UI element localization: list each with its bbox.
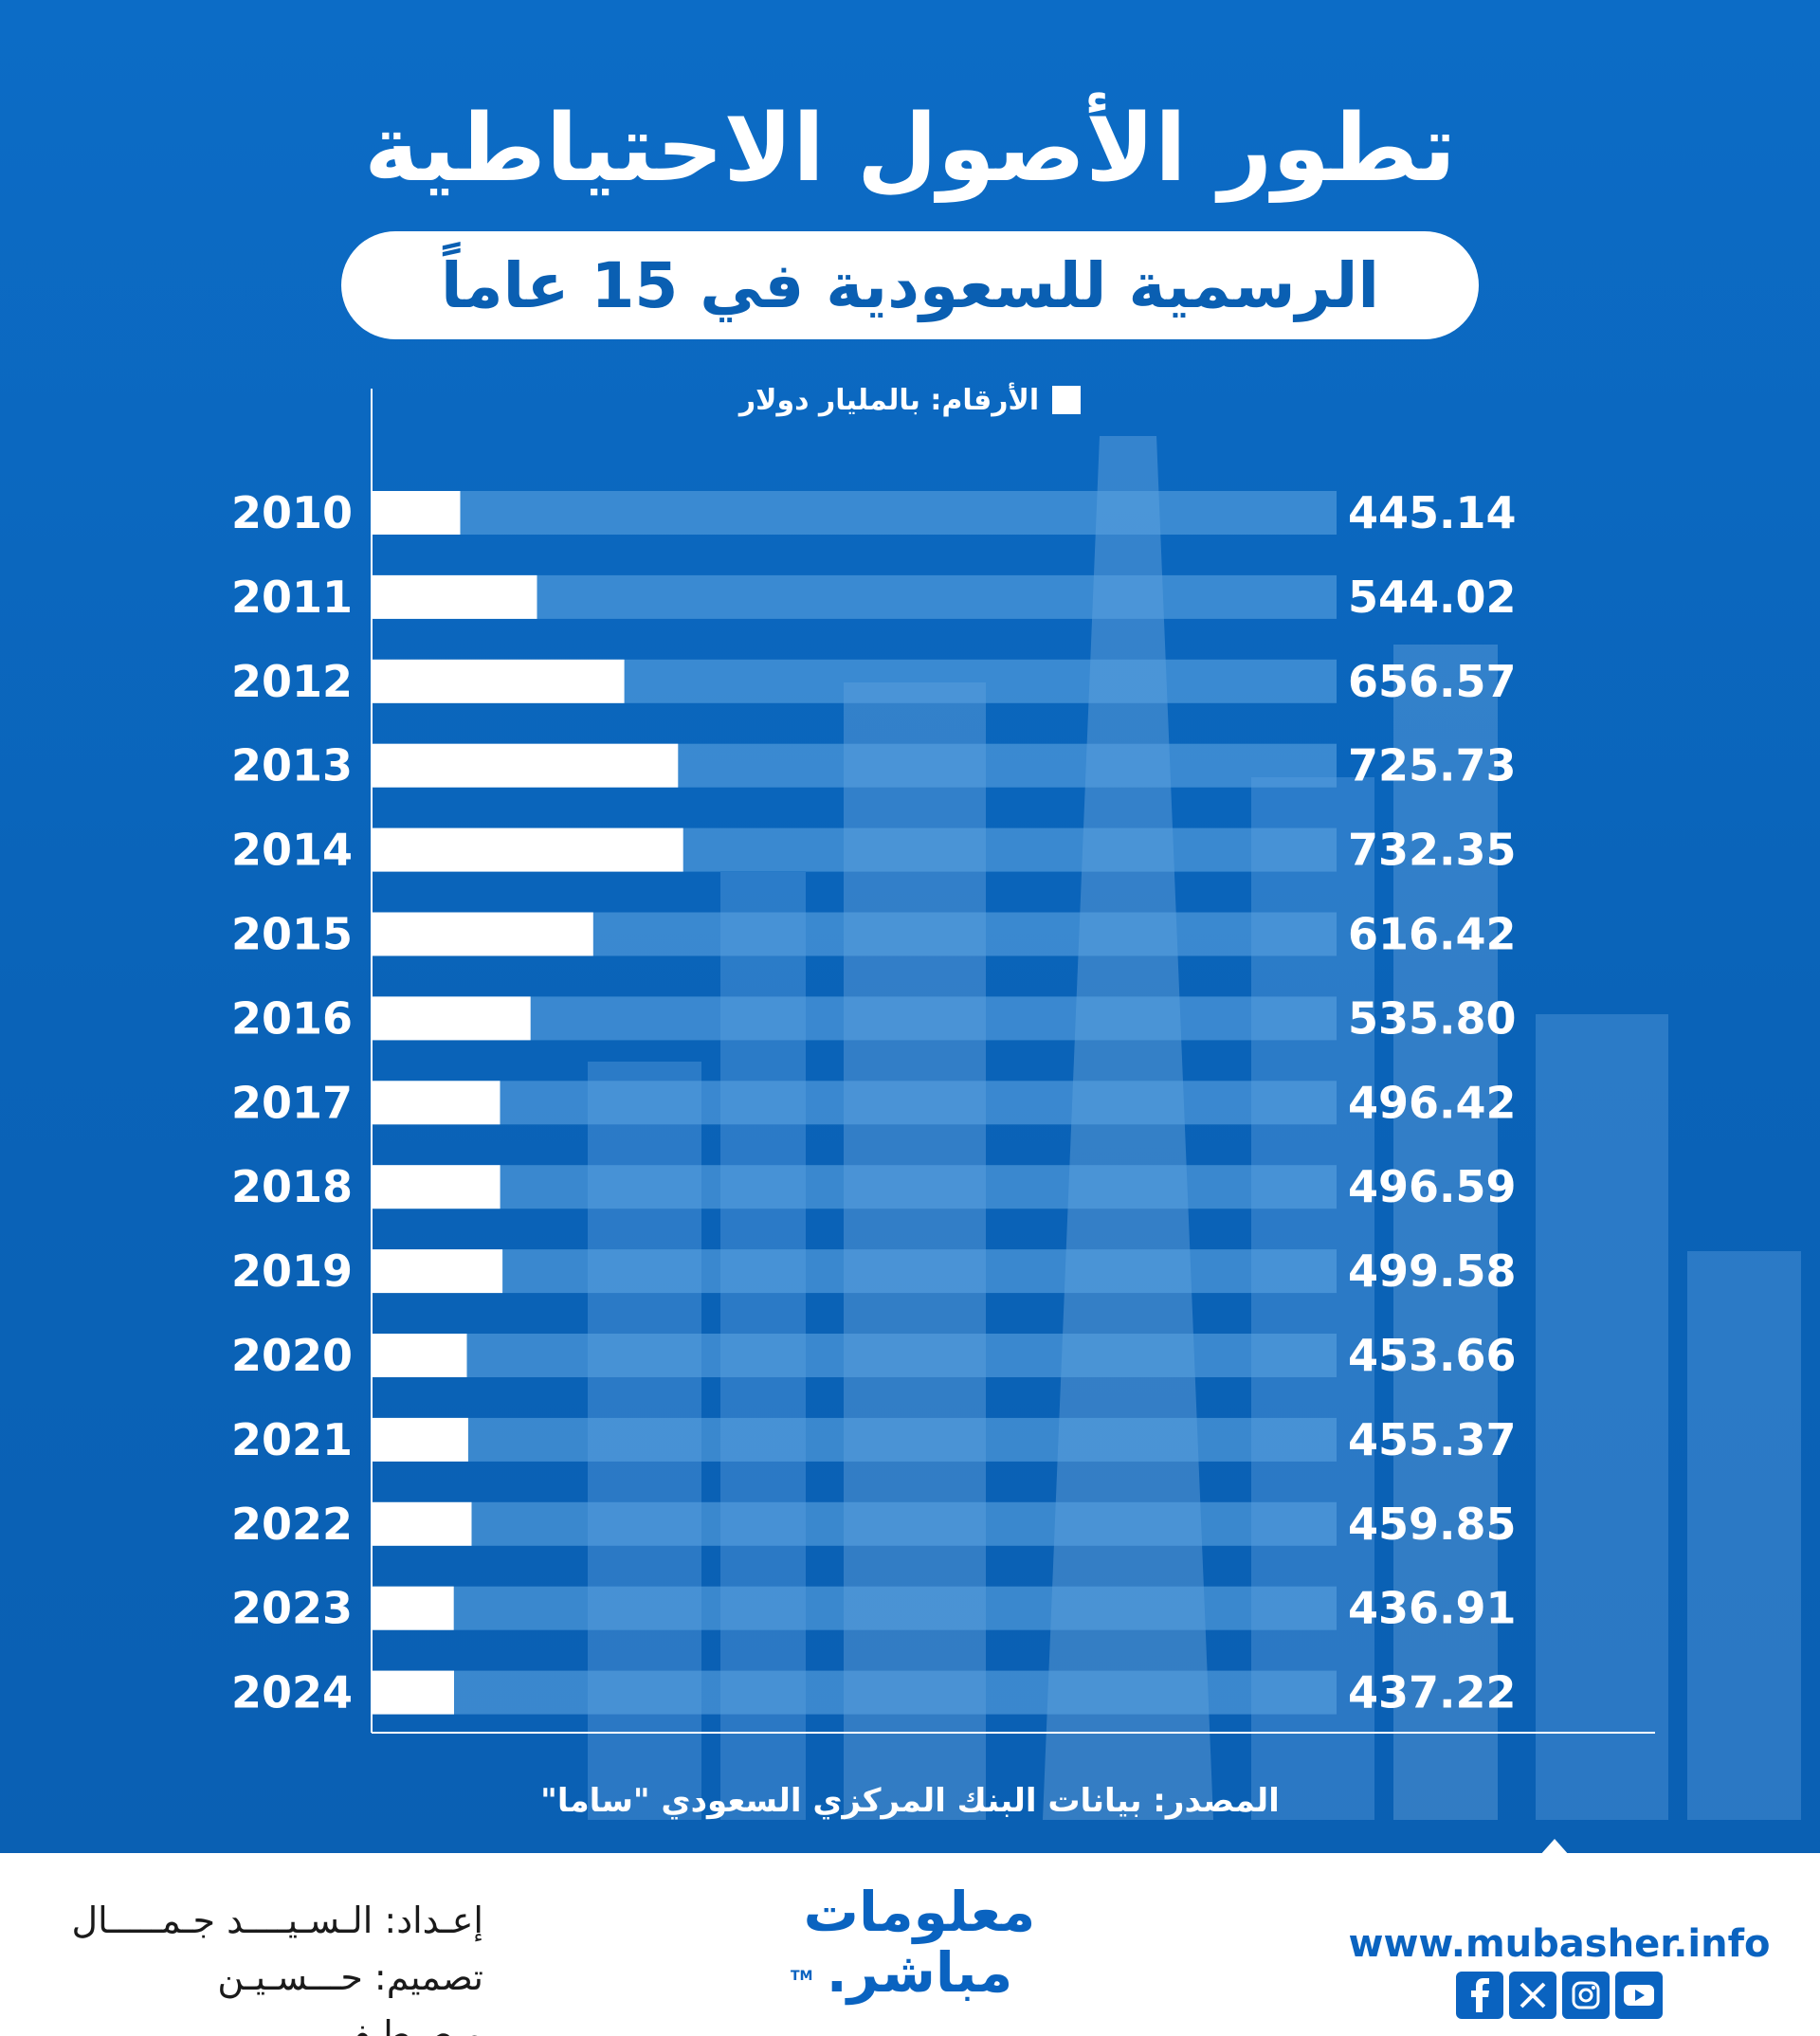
bar (372, 659, 625, 703)
category-label: 2023 (231, 1583, 353, 1634)
bar-track (372, 1165, 1337, 1209)
bar (372, 1165, 500, 1209)
value-label: 544.02 (1348, 572, 1517, 623)
bar (372, 491, 461, 535)
value-label: 499.58 (1348, 1245, 1517, 1297)
subtitle-pill: الرسمية للسعودية في 15 عاماً (341, 231, 1479, 339)
bar-track (372, 491, 1337, 535)
legend-label: الأرقام: بالمليار دولار (738, 383, 1040, 417)
brand-logo: معلومات مباشر. TM (787, 1881, 1052, 2014)
value-label: 732.35 (1348, 825, 1517, 876)
value-label: 455.37 (1348, 1414, 1517, 1465)
chart-subtitle: الرسمية للسعودية في 15 عاماً (440, 248, 1380, 322)
bar-track (372, 1249, 1337, 1294)
category-label: 2014 (231, 825, 353, 876)
facebook-icon[interactable] (1456, 1972, 1503, 2019)
category-label: 2021 (231, 1414, 353, 1465)
bar-track (372, 1586, 1337, 1630)
source-note: المصدر: بيانات البنك المركزي السعودي "سا… (540, 1782, 1280, 1820)
bar (372, 574, 537, 619)
category-label: 2019 (231, 1245, 353, 1297)
instagram-icon[interactable] (1562, 1972, 1610, 2019)
category-label: 2013 (231, 740, 353, 791)
bar (372, 1249, 503, 1294)
value-label: 436.91 (1348, 1583, 1517, 1634)
category-label: 2016 (231, 992, 353, 1044)
credit-design: تصميم: حـــسـيـن مـصـطـفـى (217, 1956, 483, 2036)
bar (372, 1670, 454, 1715)
bar (372, 827, 683, 872)
bar (372, 743, 679, 788)
logo-trademark: TM (791, 1969, 813, 1984)
value-label: 725.73 (1348, 740, 1517, 791)
value-label: 496.42 (1348, 1077, 1517, 1128)
category-label: 2011 (231, 572, 353, 623)
value-label: 656.57 (1348, 656, 1517, 707)
chart-title: تطور الأصول الاحتياطية (364, 95, 1456, 203)
chart-bars: 2010 445.14 2011 544.02 2012 656.57 2013 725.73… (231, 487, 1517, 1718)
credits: إعـداد: الـسـيــــد جـمـــــال تصميم: حـ… (38, 1892, 483, 2036)
logo-line-2: مباشر. (826, 1940, 1013, 2005)
value-label: 616.42 (1348, 909, 1517, 960)
bar (372, 912, 593, 956)
category-label: 2018 (231, 1161, 353, 1212)
bar (372, 1586, 454, 1630)
credit-preparation: إعـداد: الـسـيــــد جـمـــــال (71, 1900, 483, 1941)
x-icon[interactable] (1509, 1972, 1556, 2019)
legend-swatch (1052, 386, 1082, 414)
value-label: 535.80 (1348, 992, 1517, 1044)
bar (372, 1417, 468, 1462)
value-label: 445.14 (1348, 487, 1517, 538)
value-label: 496.59 (1348, 1161, 1517, 1212)
bar (372, 1501, 472, 1546)
category-label: 2017 (231, 1077, 353, 1128)
bar-track (372, 1501, 1337, 1546)
bar-track (372, 1081, 1337, 1125)
legend: الأرقام: بالمليار دولار (720, 379, 1100, 421)
category-label: 2022 (231, 1499, 353, 1550)
category-label: 2020 (231, 1330, 353, 1381)
social-icons (1456, 1972, 1663, 2019)
website-link[interactable]: www.mubasher.info (1348, 1922, 1771, 1966)
category-label: 2024 (231, 1667, 353, 1718)
bar-track (372, 1417, 1337, 1462)
bar-track (372, 1670, 1337, 1715)
bar-track (372, 996, 1337, 1041)
category-label: 2015 (231, 909, 353, 960)
logo-line-1: معلومات (803, 1880, 1036, 1944)
value-label: 437.22 (1348, 1667, 1517, 1718)
value-label: 459.85 (1348, 1499, 1517, 1550)
category-label: 2010 (231, 487, 353, 538)
bar (372, 1081, 500, 1125)
bar (372, 1334, 467, 1377)
category-label: 2012 (231, 656, 353, 707)
youtube-icon[interactable] (1615, 1972, 1663, 2019)
bar-track (372, 1334, 1337, 1377)
value-label: 453.66 (1348, 1330, 1517, 1381)
bar (372, 996, 531, 1041)
